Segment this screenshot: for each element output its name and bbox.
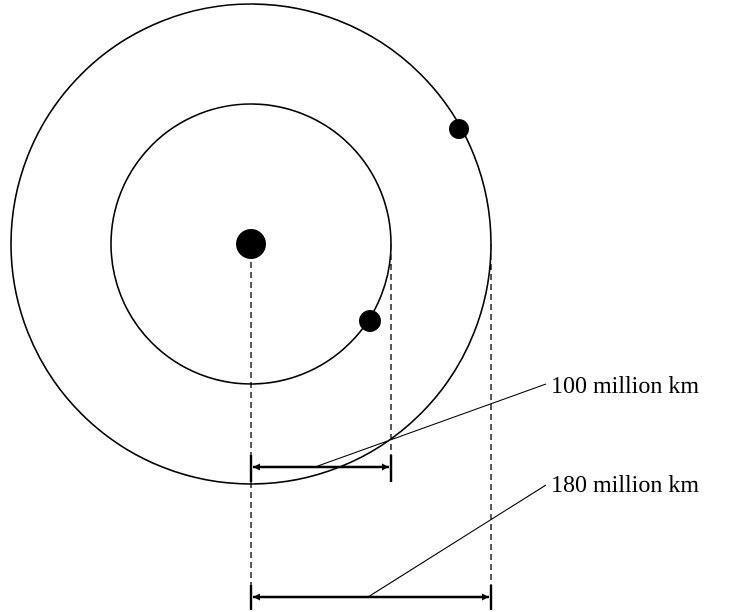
outer-distance-label: 180 million km — [551, 472, 699, 498]
inner-distance-label: 100 million km — [551, 373, 699, 399]
inner-dimension-leader — [314, 383, 547, 468]
outer-planet — [449, 119, 469, 139]
inner-distance-dimension — [249, 383, 547, 482]
outer-dimension-leader — [367, 484, 547, 598]
outer-distance-dimension — [249, 484, 547, 610]
sun — [236, 229, 266, 259]
inner-planet — [359, 310, 381, 332]
